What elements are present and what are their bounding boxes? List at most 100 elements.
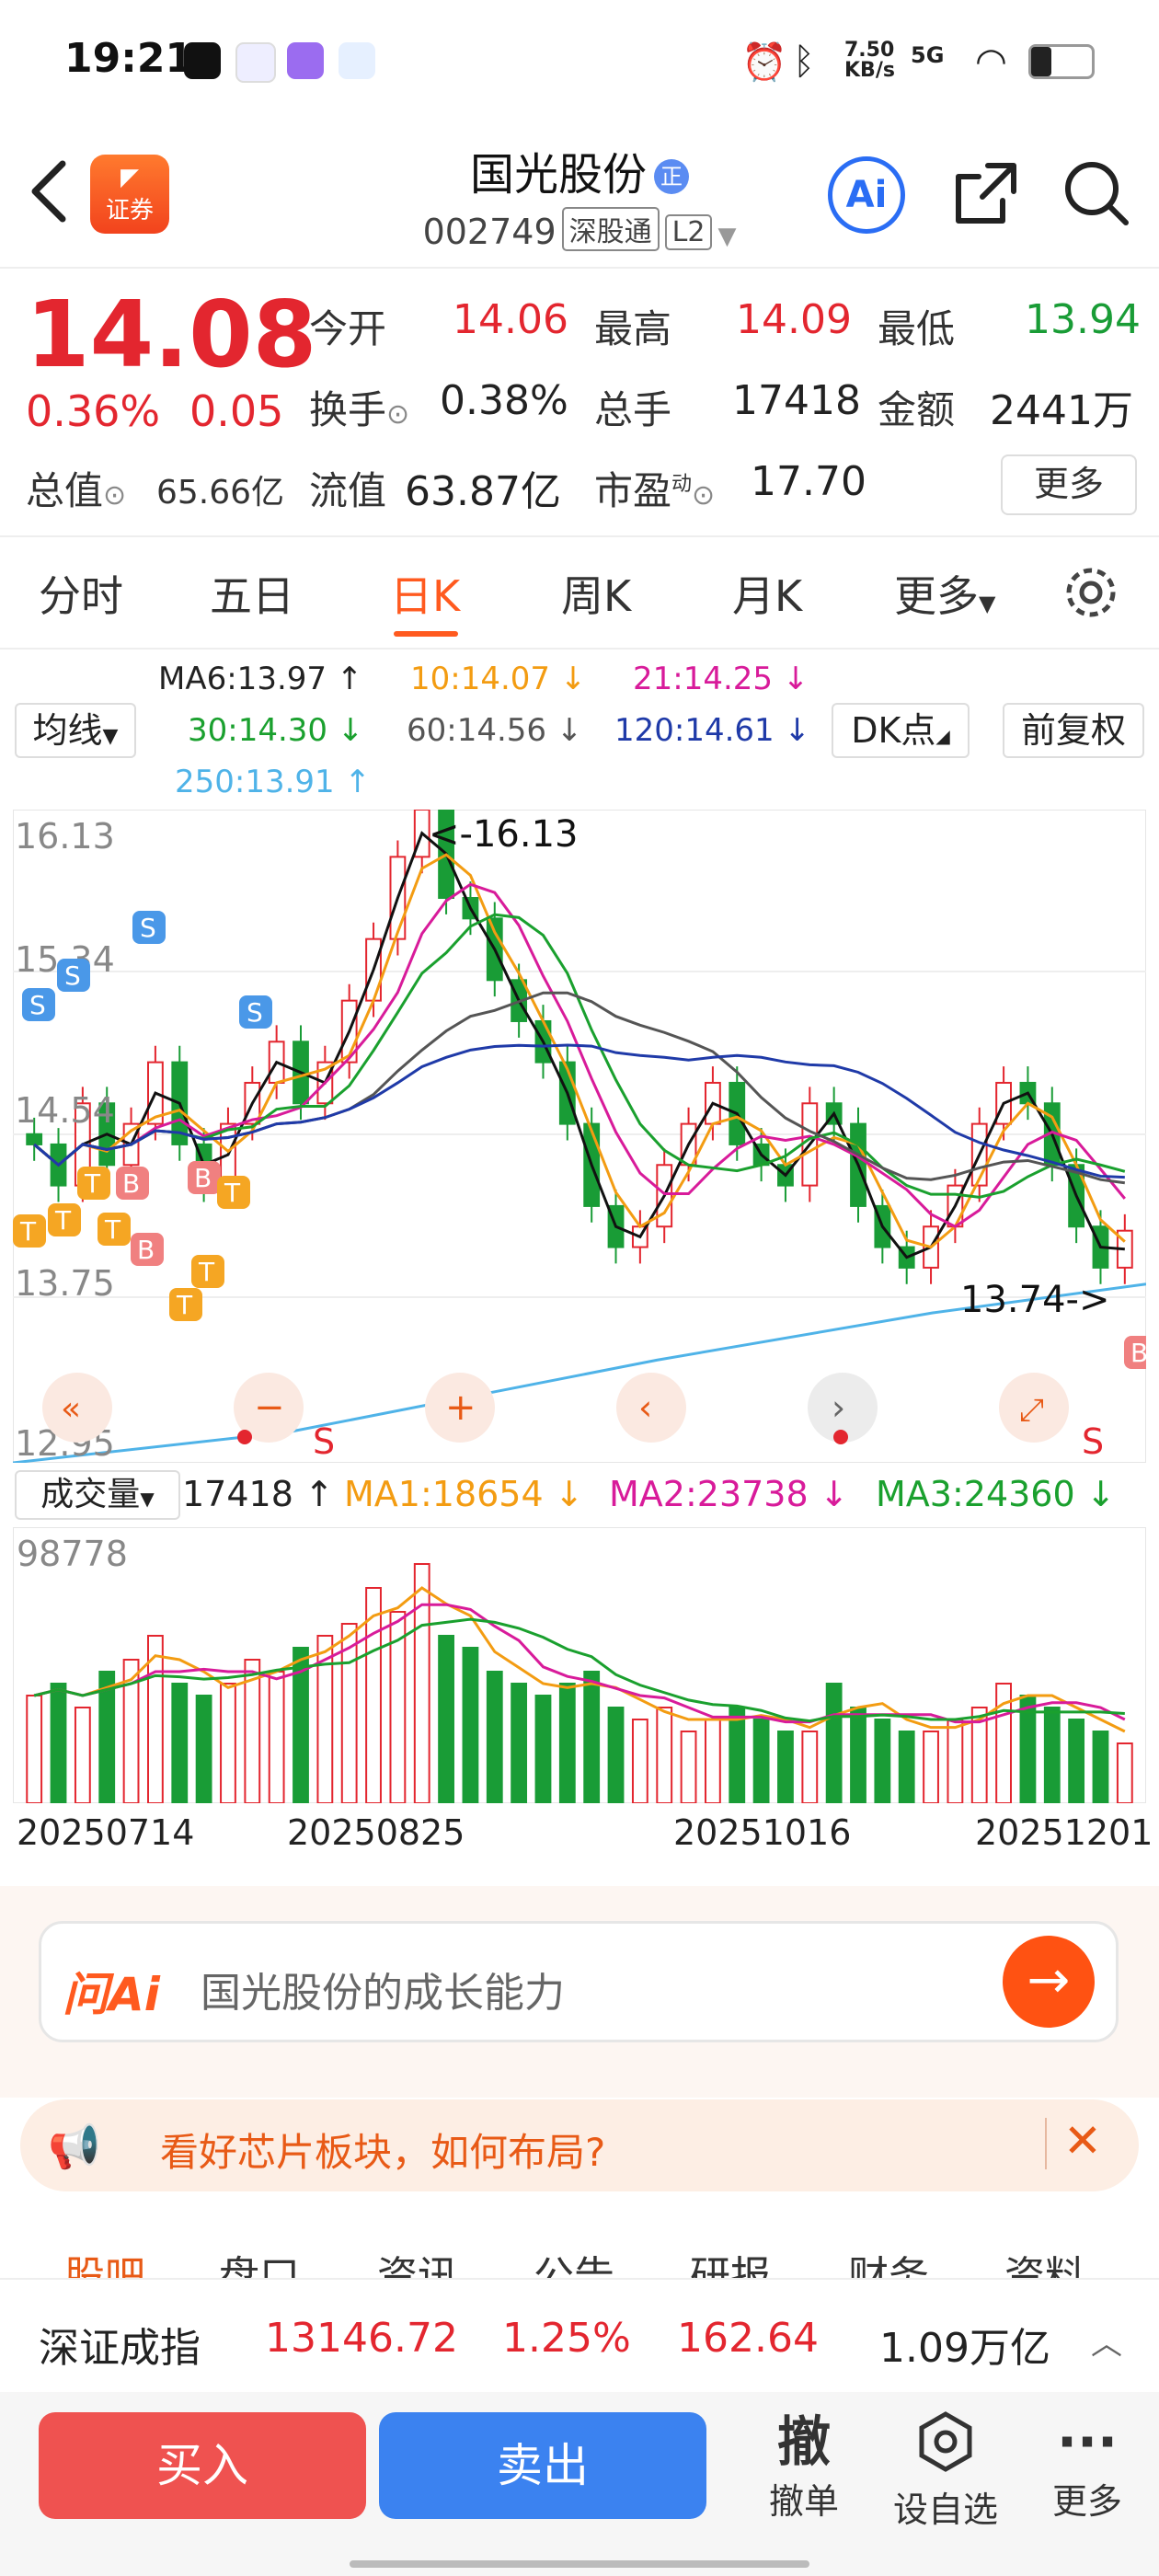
tab-forum[interactable]: 股吧 — [64, 2253, 145, 2282]
t-marker-label: T — [84, 1168, 101, 1199]
buy-marker — [131, 1233, 164, 1266]
add-watchlist-button[interactable]: 设自选 — [890, 2410, 1001, 2532]
broker-logo[interactable]: ◤ 证券 — [90, 155, 169, 234]
pe-value: 17.70 — [751, 458, 866, 505]
adjust-button[interactable]: 前复权 — [1003, 703, 1144, 758]
sell-button[interactable]: 卖出 — [379, 2412, 706, 2519]
dk-point-button[interactable]: DK点◢ — [832, 703, 970, 758]
add-watchlist-label: 设自选 — [892, 2490, 998, 2530]
volume-bar — [680, 1731, 697, 1803]
ask-ai-box[interactable] — [39, 1921, 1119, 2042]
tab-five-day[interactable]: 五日 — [210, 571, 294, 621]
pe-label[interactable]: 市盈动⊙ — [594, 468, 716, 513]
turnover-value: 0.38% — [440, 377, 568, 424]
prev-button[interactable] — [616, 1373, 686, 1443]
vol-max: 98778 — [17, 1534, 128, 1574]
tab-monthly-k[interactable]: 月K — [732, 571, 803, 621]
ma-line — [33, 853, 1126, 1249]
ma-selector[interactable]: 均线▼ — [15, 703, 136, 758]
kline-chart[interactable]: 16.13 15.34 14.54 13.75 12.95 <-16.13 13… — [13, 810, 1146, 1463]
corner-icon: ◢ — [935, 725, 950, 747]
divider — [0, 535, 1159, 537]
volume-bar — [777, 1731, 794, 1803]
ma6-legend: MA6:13.97 ↑ — [158, 661, 363, 697]
chevron-up-icon[interactable]: ︿ — [1091, 2326, 1122, 2363]
back-button[interactable] — [28, 158, 72, 224]
tab-more[interactable]: 更多▼ — [894, 571, 996, 621]
more-dots-icon: ··· — [1056, 2410, 1119, 2473]
volume-bar — [220, 1683, 236, 1803]
connect-tag: 深股通 — [561, 207, 660, 251]
volume-chart[interactable]: 98778 — [13, 1527, 1146, 1803]
index-change: 162.64 — [677, 2315, 819, 2362]
volume-bar — [171, 1683, 189, 1803]
battery-icon — [1028, 44, 1095, 79]
share-button[interactable] — [951, 158, 1021, 232]
low-label: 最低 — [878, 306, 956, 351]
volume-bar — [631, 1719, 648, 1803]
volume-bar — [462, 1647, 479, 1803]
close-icon[interactable]: ✕ — [1063, 2114, 1102, 2168]
float-label: 流值 — [309, 468, 387, 513]
buy-marker-label: B — [194, 1163, 212, 1193]
status-time: 19:21 — [64, 35, 194, 82]
home-indicator — [350, 2560, 809, 2568]
buy-marker-label: B — [122, 1168, 140, 1199]
content-tabs: 股吧 盘口 资讯 公告 研报 财务 资料 — [0, 2226, 1159, 2282]
tab-daily-k[interactable]: 日K — [390, 571, 461, 621]
ask-ai-icon: 问Ai — [63, 1968, 160, 2021]
volume-bar — [752, 1719, 770, 1803]
mktcap-label[interactable]: 总值⊙ — [26, 468, 127, 513]
tab-intraday[interactable]: 分时 — [39, 571, 123, 621]
ask-ai-prompt[interactable]: 国光股份的成长能力 — [201, 1970, 565, 2017]
open-value: 14.06 — [453, 296, 568, 343]
chart-settings-button[interactable] — [1061, 563, 1120, 626]
indicator-selector[interactable]: 成交量▼ — [15, 1470, 180, 1520]
volume-ma-line — [33, 1617, 1125, 1723]
turnover-label[interactable]: 换手⊙ — [309, 387, 410, 432]
zoom-in-button[interactable] — [425, 1373, 495, 1443]
t-marker — [191, 1255, 224, 1288]
notice-text[interactable]: 看好芯片板块，如何布局? — [160, 2130, 606, 2175]
tab-orderbook[interactable]: 盘口 — [219, 2253, 300, 2282]
caret-down-icon: ▼ — [102, 725, 119, 748]
notice-banner[interactable] — [20, 2099, 1139, 2191]
zoom-out-button[interactable] — [234, 1373, 304, 1443]
tab-research[interactable]: 研报 — [690, 2253, 771, 2282]
date-label: 20251201 — [975, 1812, 1153, 1853]
divider — [0, 648, 1159, 650]
fullscreen-button[interactable] — [999, 1373, 1069, 1443]
caret-down-icon: ▼ — [717, 223, 737, 250]
arrow-right-icon: → — [1027, 1950, 1071, 2010]
next-button[interactable] — [808, 1373, 878, 1443]
stock-subtitle[interactable]: 002749 深股通 L2 ▼ — [350, 207, 809, 252]
signal-markers: S S S S B B B B T T T T T T T — [13, 911, 1146, 1369]
tab-announcements[interactable]: 公告 — [534, 2253, 614, 2282]
more-actions-button[interactable]: ··· 更多 — [1032, 2410, 1142, 2524]
volume-bar — [583, 1671, 601, 1803]
tab-profile[interactable]: 资料 — [1004, 2253, 1085, 2282]
tab-news[interactable]: 资讯 — [377, 2253, 458, 2282]
cancel-order-button[interactable]: 撤 撤单 — [749, 2410, 859, 2524]
tab-financials[interactable]: 财务 — [848, 2253, 929, 2282]
volume-value: 17418 — [732, 377, 861, 424]
buy-button[interactable]: 买入 — [39, 2412, 366, 2519]
more-quote-button[interactable]: 更多 — [1001, 454, 1137, 515]
ma30-legend: 30:14.30 ↓ — [188, 712, 364, 749]
rewind-button[interactable] — [42, 1373, 112, 1443]
t-marker-label: T — [54, 1205, 72, 1236]
ask-ai-submit[interactable]: → — [1003, 1936, 1095, 2028]
amount-value: 2441万 — [990, 387, 1133, 434]
date-label: 20250714 — [17, 1812, 195, 1853]
dot-marker — [833, 1430, 848, 1444]
info-icon: ⊙ — [386, 398, 410, 431]
search-button[interactable] — [1061, 158, 1131, 232]
ai-button[interactable]: Ai — [828, 156, 905, 234]
amount-label: 金额 — [878, 387, 956, 432]
ma120-legend: 120:14.61 ↓ — [614, 712, 810, 749]
tab-weekly-k[interactable]: 周K — [561, 571, 632, 621]
ma250-legend: 250:13.91 ↑ — [175, 764, 371, 800]
t-marker-label: T — [104, 1214, 121, 1245]
index-ticker[interactable] — [0, 2278, 1159, 2394]
index-amount: 1.09万亿 — [879, 2325, 1050, 2372]
